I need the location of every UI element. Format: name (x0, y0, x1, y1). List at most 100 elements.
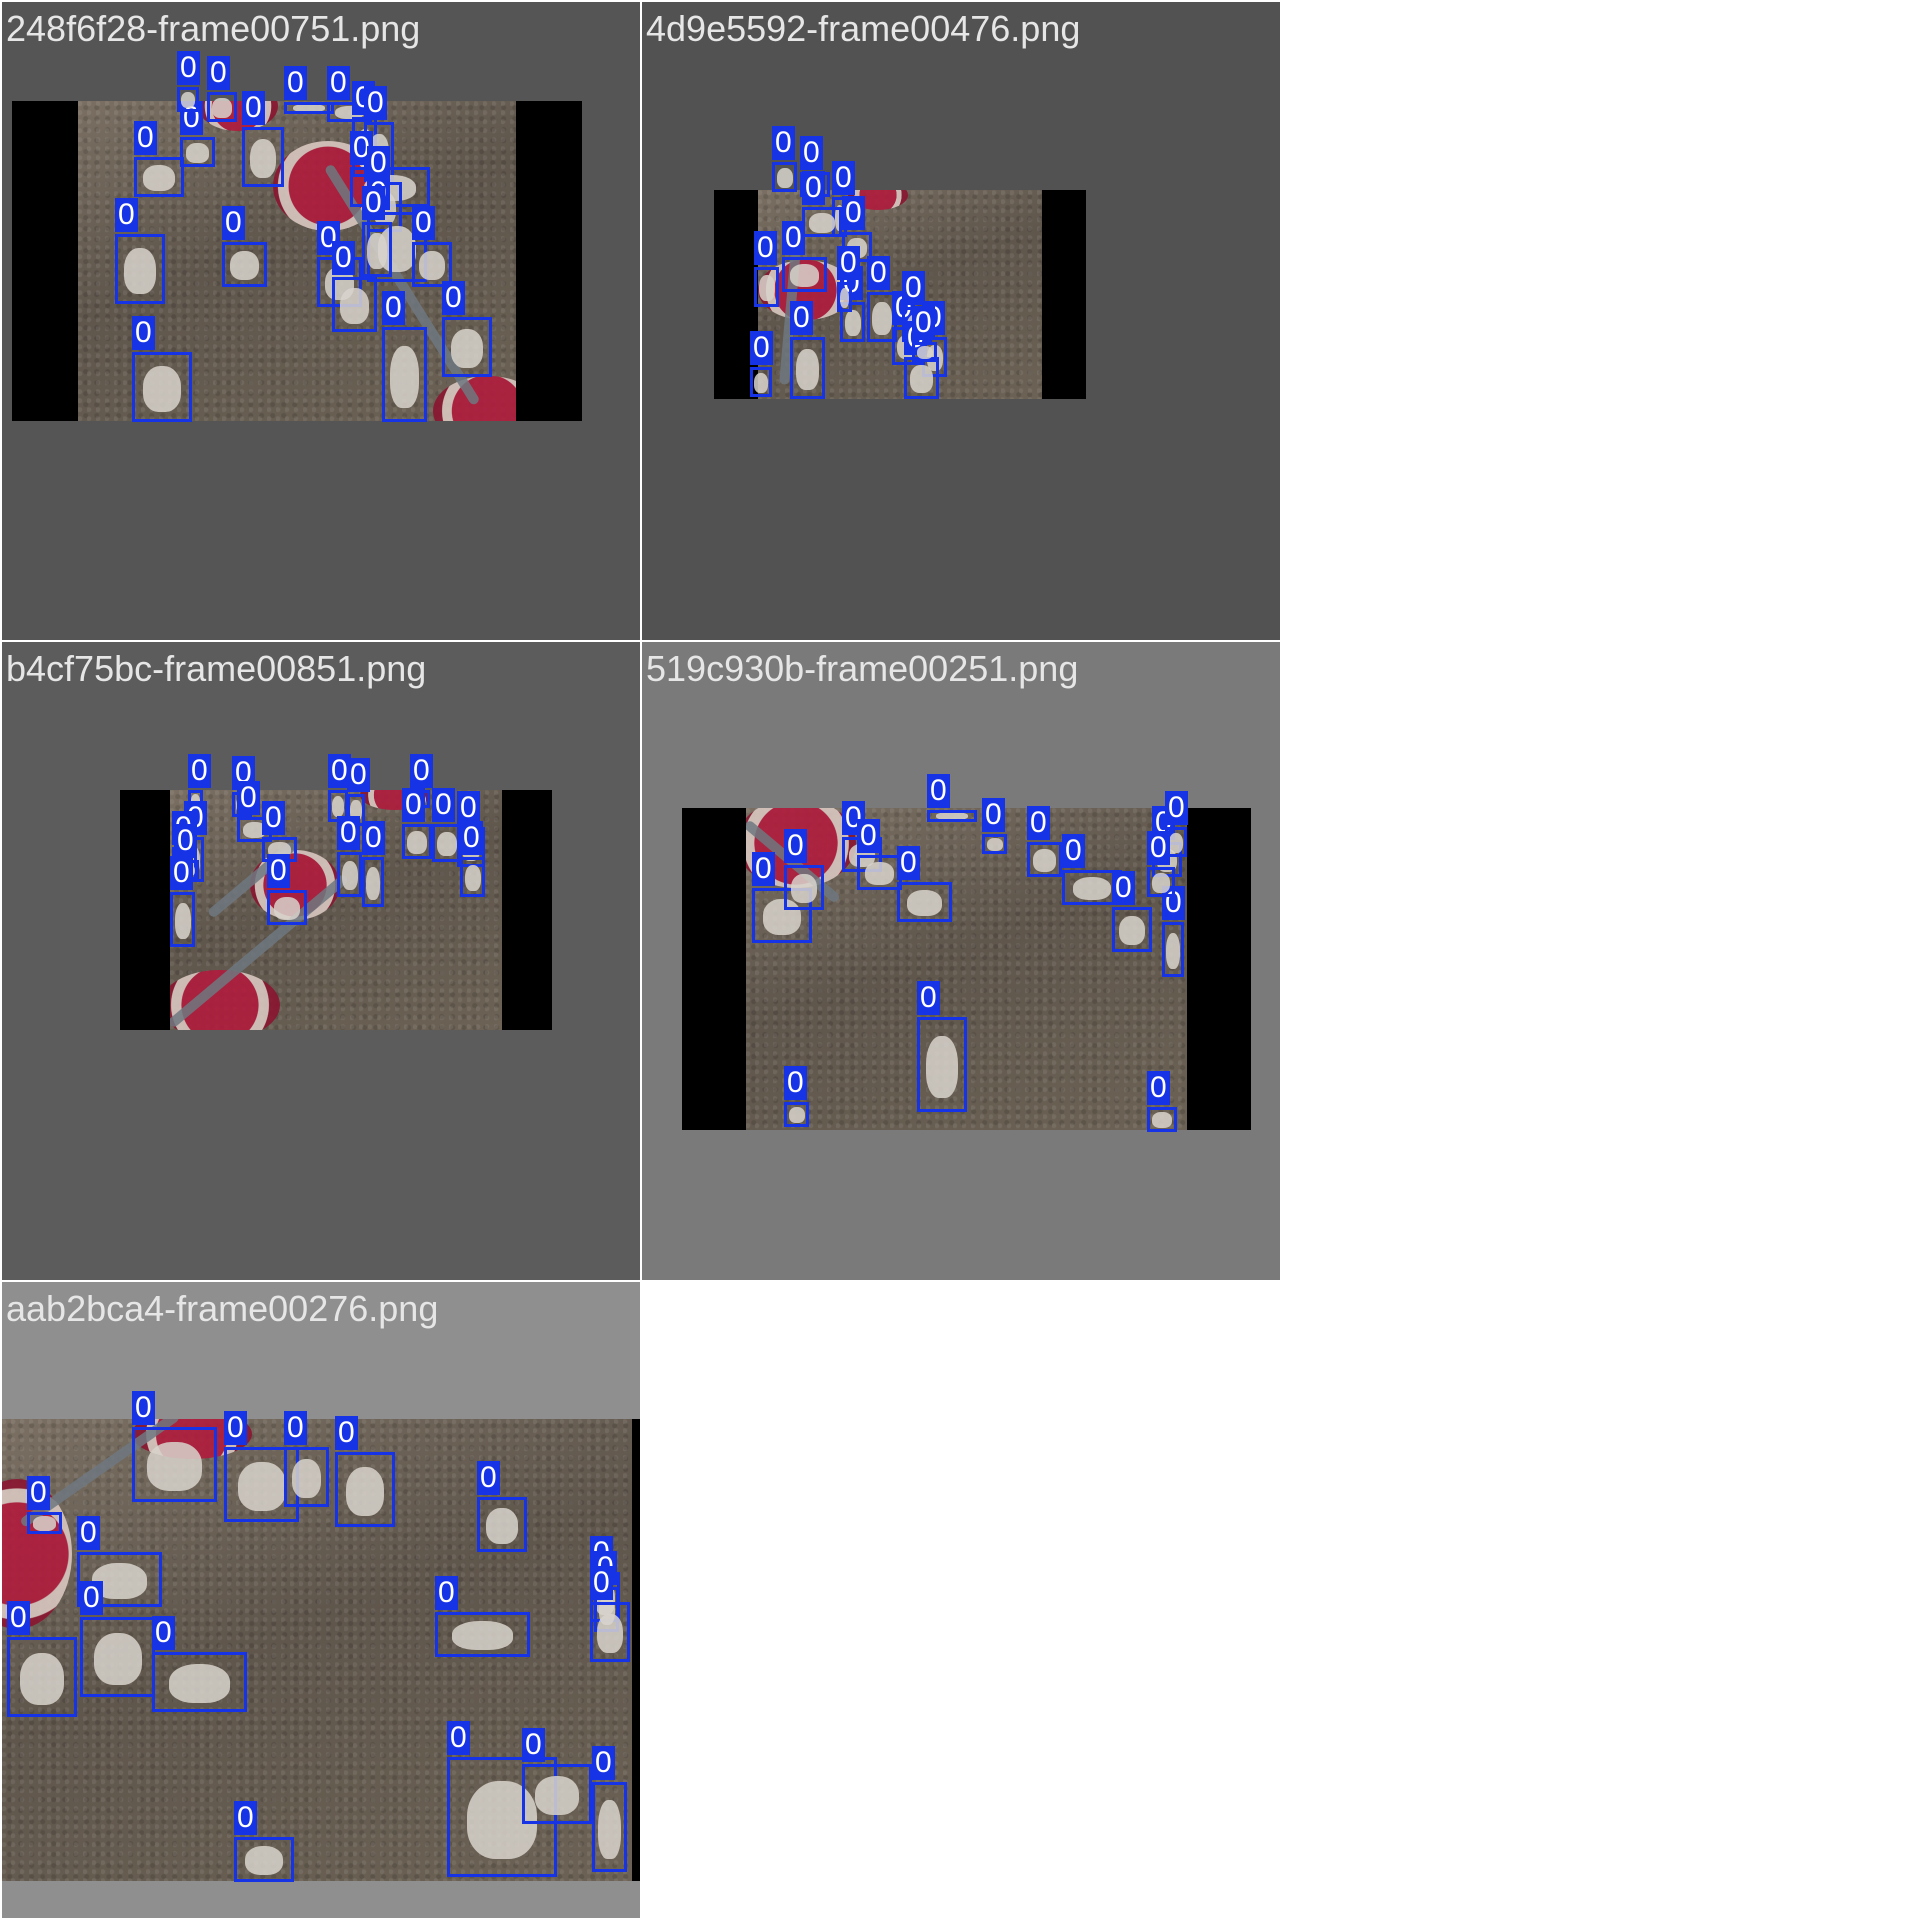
class-label: 0 (7, 1601, 30, 1635)
class-label: 0 (754, 231, 777, 265)
detection-box (592, 1782, 627, 1872)
chick (926, 1036, 958, 1098)
class-label: 0 (447, 1721, 470, 1755)
chick (143, 165, 175, 191)
chick (390, 346, 419, 408)
tile-filename: 248f6f28-frame00751.png (6, 8, 421, 49)
detection-box (752, 888, 812, 943)
class-label: 0 (867, 256, 890, 290)
chick (331, 796, 345, 818)
chick (791, 874, 817, 904)
detection-box (132, 1427, 217, 1502)
detection-box (1112, 907, 1152, 952)
detection-box (222, 242, 267, 287)
class-label: 0 (367, 146, 390, 180)
detection-box (772, 162, 797, 192)
chick (534, 1776, 580, 1815)
chick (365, 867, 381, 900)
chick (292, 1459, 321, 1498)
chick (340, 288, 369, 324)
chick (419, 251, 445, 281)
detection-box (837, 282, 852, 312)
class-label: 0 (347, 758, 370, 792)
chick (486, 1508, 518, 1544)
class-label: 0 (328, 754, 351, 788)
detection-box (590, 1602, 630, 1662)
class-label: 0 (590, 1566, 613, 1600)
class-label: 0 (927, 774, 950, 808)
class-label: 0 (800, 136, 823, 170)
class-label: 0 (222, 206, 245, 240)
chick (367, 233, 387, 269)
detection-box (435, 1612, 530, 1657)
tile-filename: 4d9e5592-frame00476.png (646, 8, 1081, 49)
class-label: 0 (842, 196, 865, 230)
frame-image (170, 790, 502, 1030)
chick (345, 1467, 385, 1516)
class-label: 0 (1147, 1071, 1170, 1105)
class-label: 0 (77, 1516, 100, 1550)
detection-box (284, 102, 334, 114)
detection-box (77, 1552, 162, 1607)
detection-box (177, 87, 199, 112)
letterbox-right (1187, 808, 1251, 1130)
class-label: 0 (402, 788, 425, 822)
class-label: 0 (432, 788, 455, 822)
class-label: 0 (790, 301, 813, 335)
detection-box (134, 157, 184, 197)
class-label: 0 (782, 221, 805, 255)
class-label: 0 (27, 1476, 50, 1510)
chick (906, 890, 943, 916)
chick (464, 865, 481, 891)
chick (452, 1621, 513, 1651)
detection-box (784, 865, 824, 910)
detection-box (790, 337, 825, 399)
class-label: 0 (897, 846, 920, 880)
class-label: 0 (262, 801, 285, 835)
detection-box (267, 890, 307, 925)
class-label: 0 (784, 1066, 807, 1100)
detection-box (382, 327, 427, 422)
chick (274, 897, 300, 920)
class-label: 0 (132, 1391, 155, 1425)
detection-box (412, 242, 452, 287)
detection-box (750, 367, 772, 397)
detection-box (912, 342, 937, 362)
tile-filename: aab2bca4-frame00276.png (6, 1288, 439, 1329)
detection-box (362, 857, 384, 907)
chick (190, 794, 201, 807)
class-label: 0 (592, 1746, 615, 1780)
class-label: 0 (522, 1728, 545, 1762)
class-label: 0 (134, 121, 157, 155)
class-label: 0 (412, 206, 435, 240)
class-label: 0 (750, 331, 773, 365)
detection-box (152, 1652, 247, 1712)
detection-box (840, 302, 865, 342)
chick (180, 92, 196, 109)
class-label: 0 (457, 791, 480, 825)
chick (174, 903, 191, 939)
chick (758, 275, 775, 301)
chick (762, 899, 802, 935)
class-label: 0 (174, 824, 197, 858)
detection-box (982, 834, 1007, 854)
class-label: 0 (1165, 791, 1188, 825)
chick (916, 346, 933, 359)
class-label: 0 (982, 798, 1005, 832)
chick (466, 1781, 538, 1859)
chick (212, 98, 232, 118)
class-label: 0 (224, 1411, 247, 1445)
detection-box (917, 1017, 967, 1112)
class-label: 0 (115, 198, 138, 232)
class-label: 0 (267, 854, 290, 888)
letterbox-right (1042, 190, 1086, 399)
class-label: 0 (410, 754, 433, 788)
class-label: 0 (234, 1801, 257, 1835)
class-label: 0 (442, 281, 465, 315)
detection-box (80, 1617, 155, 1697)
class-label: 0 (188, 754, 211, 788)
chick (788, 1107, 805, 1124)
tile-filename: 519c930b-frame00251.png (646, 648, 1079, 689)
class-label: 0 (152, 1616, 175, 1650)
